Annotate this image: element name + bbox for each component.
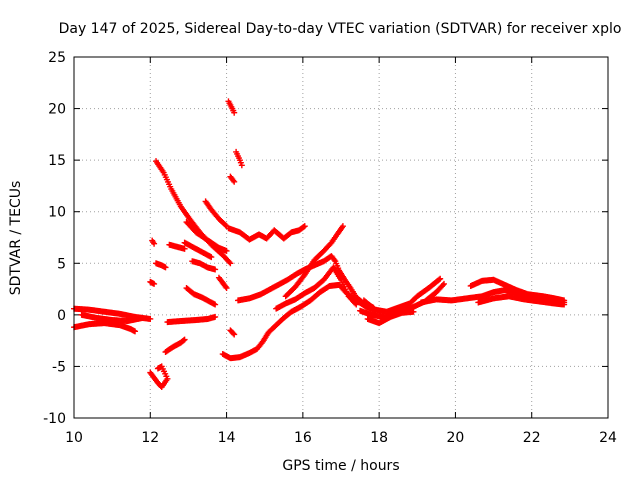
series-arc-k — [147, 278, 158, 287]
data-point — [212, 266, 219, 273]
grid — [74, 57, 608, 418]
series-arc-v — [227, 327, 238, 338]
chart-title: Day 147 of 2025, Sidereal Day-to-day VTE… — [59, 21, 622, 37]
series-arc-c — [78, 311, 146, 325]
series-arc-t — [233, 148, 245, 169]
series-arc-y — [273, 264, 360, 312]
data-point — [339, 223, 346, 230]
data-point — [231, 109, 238, 116]
y-tick-label: 15 — [48, 153, 66, 169]
series-arc-n — [215, 274, 230, 292]
data-point — [180, 337, 187, 344]
data-point — [231, 178, 238, 185]
series-arc-ac — [364, 308, 417, 327]
x-tick-label: 12 — [141, 430, 159, 446]
x-tick-label: 22 — [523, 430, 541, 446]
series-arc-u — [227, 173, 238, 185]
series-arc-z — [282, 223, 346, 300]
data-point — [352, 300, 359, 307]
data-point — [230, 330, 237, 337]
series-arc-f — [181, 239, 215, 261]
data-point — [151, 240, 158, 247]
series-arc-w — [225, 223, 308, 243]
data-point — [440, 280, 447, 287]
series-arc-i — [202, 198, 230, 230]
series-arc-o — [164, 313, 219, 326]
data-point — [230, 177, 237, 184]
series-arc-m — [183, 285, 219, 308]
series-arc-e — [166, 241, 188, 252]
data-point — [181, 336, 188, 343]
series-arc-ae — [467, 276, 568, 304]
y-axis-label: SDTVAR / TECUs — [8, 181, 24, 296]
series-arc-h — [189, 258, 219, 273]
x-tick-label: 10 — [65, 430, 83, 446]
data-point — [147, 315, 154, 322]
data-point — [353, 301, 360, 308]
y-tick-label: -5 — [52, 359, 66, 375]
axis-ticks: 10 12 14 16 18 20 22 24 -10 -5 0 5 10 15 20 25 — [43, 50, 617, 446]
series-arc-aa — [357, 280, 447, 320]
series-arc-s — [225, 98, 238, 116]
series-arc-l — [149, 237, 158, 247]
data-point — [439, 282, 446, 289]
data-point — [436, 276, 443, 283]
data-point — [410, 308, 417, 315]
x-axis-label: GPS time / hours — [282, 458, 399, 474]
x-tick-label: 24 — [599, 430, 617, 446]
series-arc-ab — [360, 275, 444, 315]
series-arc-af — [475, 293, 568, 308]
series-arc-q — [147, 363, 171, 391]
data-point — [223, 247, 230, 254]
data-point — [139, 314, 146, 321]
data-point — [231, 331, 238, 338]
data-point — [561, 301, 568, 308]
series-arc-p — [162, 336, 188, 355]
y-tick-label: 0 — [57, 308, 66, 324]
x-tick-label: 18 — [370, 430, 388, 446]
y-tick-label: 25 — [48, 50, 66, 66]
data-point — [212, 301, 219, 308]
series-arc-j — [153, 260, 169, 271]
data-point — [151, 280, 158, 287]
data-point — [227, 260, 234, 267]
data-point — [212, 313, 219, 320]
data-point — [222, 283, 229, 290]
x-tick-label: 14 — [218, 430, 236, 446]
data-point — [154, 365, 161, 372]
data-point — [226, 259, 233, 266]
data-point — [181, 245, 188, 252]
series-arc-b — [71, 320, 139, 335]
data-point — [132, 328, 139, 335]
series-arc-g — [183, 219, 230, 254]
data-point — [437, 275, 444, 282]
data-point — [222, 222, 229, 229]
y-tick-label: 20 — [48, 102, 66, 118]
data-point — [208, 254, 215, 261]
data-point — [162, 264, 169, 271]
y-tick-label: -10 — [43, 411, 66, 427]
y-tick-label: 5 — [57, 256, 66, 272]
data-point — [223, 285, 230, 292]
plot-frame — [73, 56, 609, 419]
x-tick-label: 20 — [447, 430, 465, 446]
data-point — [238, 162, 245, 169]
y-tick-label: 10 — [48, 205, 66, 221]
data-point — [331, 256, 338, 263]
data-points — [71, 98, 568, 391]
x-tick-label: 16 — [294, 430, 312, 446]
data-point — [301, 223, 308, 230]
